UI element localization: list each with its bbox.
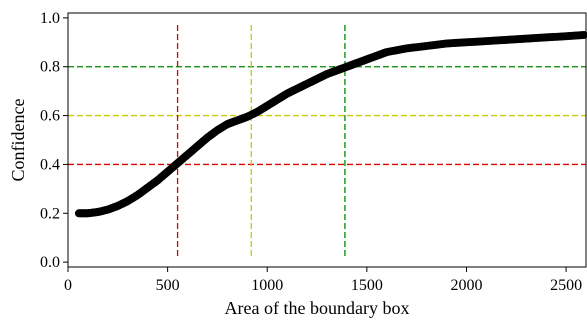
- y-tick-label: 0.4: [40, 156, 60, 173]
- x-axis: 0 500 1000 1500 2000 2500: [64, 267, 582, 294]
- y-tick-label: 0.8: [40, 59, 60, 76]
- plot-content: [68, 25, 587, 259]
- y-axis-label: Confidence: [8, 99, 28, 182]
- data-point: [580, 30, 587, 39]
- x-tick-label: 2500: [550, 277, 582, 294]
- plot-area-frame: [67, 12, 587, 268]
- x-tick-label: 2000: [450, 277, 482, 294]
- x-tick-label: 500: [156, 277, 180, 294]
- y-tick-label: 0.0: [40, 254, 60, 271]
- x-tick-label: 1500: [351, 277, 383, 294]
- x-tick-label: 1000: [251, 277, 283, 294]
- x-axis-label: Area of the boundary box: [225, 298, 410, 318]
- y-tick-label: 0.6: [40, 108, 60, 125]
- y-tick-label: 1.0: [40, 10, 60, 27]
- y-tick-label: 0.2: [40, 205, 60, 222]
- y-axis: 0.0 0.2 0.4 0.6 0.8 1.0: [40, 10, 68, 271]
- x-tick-label: 0: [64, 277, 72, 294]
